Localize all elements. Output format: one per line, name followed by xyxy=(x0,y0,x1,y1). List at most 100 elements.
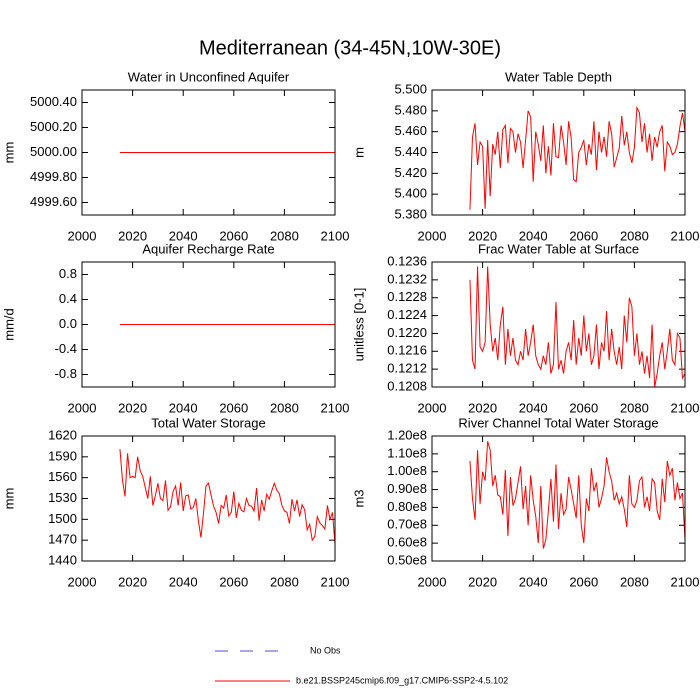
y-tick-label: 0.70e8 xyxy=(387,517,427,532)
x-tick-label: 2100 xyxy=(671,574,700,589)
plot-frame xyxy=(81,261,336,388)
data-line xyxy=(469,441,686,549)
panel: Aquifer Recharge Rate mm/d 2000 2020 2040 206… xyxy=(1,241,349,415)
y-tick-label: 5000.40 xyxy=(30,94,77,109)
plot-frame xyxy=(431,89,686,216)
plot-frame xyxy=(431,261,686,388)
y-tick-label: 0.4 xyxy=(59,291,77,306)
y-tick-label: 0.1212 xyxy=(387,361,427,376)
y-axis-label: mm xyxy=(1,142,16,164)
y-tick-label: 1530 xyxy=(48,490,77,505)
x-tick-label: 2100 xyxy=(321,574,350,589)
x-tick-label: 2040 xyxy=(169,228,198,243)
plot-frame xyxy=(81,89,336,216)
y-tick-label: -0.4 xyxy=(55,341,77,356)
y-tick-label: 5.400 xyxy=(394,186,427,201)
x-tick-label: 2100 xyxy=(671,400,700,415)
y-tick-label: 0.60e8 xyxy=(387,535,427,550)
y-tick-label: 1.20e8 xyxy=(387,427,427,442)
x-tick-label: 2080 xyxy=(270,400,299,415)
x-tick-label: 2040 xyxy=(169,400,198,415)
panel: Water in Unconfined Aquifer mm 2000 2020 204… xyxy=(1,69,349,243)
data-line xyxy=(469,266,686,388)
y-axis-label: mm/d xyxy=(1,308,16,341)
y-tick-label: -0.8 xyxy=(55,366,77,381)
y-tick-label: 0.1224 xyxy=(387,307,427,322)
y-tick-label: 5.380 xyxy=(394,206,427,221)
panel-title: Water Table Depth xyxy=(505,69,612,84)
y-tick-label: 5.500 xyxy=(394,81,427,96)
y-tick-label: 5000.20 xyxy=(30,119,77,134)
legend-label: b.e21.BSSP245cmip6.f09_g17.CMIP6-SSP2-4.… xyxy=(296,675,508,685)
y-tick-label: 0.8 xyxy=(59,266,77,281)
y-tick-label: 1470 xyxy=(48,532,77,547)
y-tick-label: 0.1216 xyxy=(387,343,427,358)
x-tick-label: 2020 xyxy=(468,400,497,415)
y-tick-label: 1440 xyxy=(48,552,77,567)
y-axis-label: mm xyxy=(1,488,16,510)
x-tick-label: 2040 xyxy=(519,228,548,243)
panel: Frac Water Table at Surface unitless [0-1… xyxy=(351,241,699,415)
plot-frame xyxy=(431,435,686,562)
x-tick-label: 2020 xyxy=(118,574,147,589)
y-tick-label: 1.10e8 xyxy=(387,445,427,460)
y-tick-label: 5.440 xyxy=(394,144,427,159)
y-tick-label: 5000.00 xyxy=(30,144,77,159)
panel-title: Frac Water Table at Surface xyxy=(478,241,639,256)
x-tick-label: 2100 xyxy=(671,228,700,243)
x-tick-label: 2060 xyxy=(219,574,248,589)
y-axis-label: unitless [0-1] xyxy=(351,288,366,362)
panel-title: Total Water Storage xyxy=(151,415,265,430)
y-tick-label: 1500 xyxy=(48,511,77,526)
x-tick-label: 2080 xyxy=(270,228,299,243)
x-tick-label: 2060 xyxy=(569,228,598,243)
y-tick-label: 0.1228 xyxy=(387,289,427,304)
x-tick-label: 2000 xyxy=(68,400,97,415)
x-tick-label: 2080 xyxy=(270,574,299,589)
y-tick-label: 4999.80 xyxy=(30,169,77,184)
x-tick-label: 2000 xyxy=(418,228,447,243)
legend-label: No Obs xyxy=(310,645,341,655)
y-tick-label: 0.50e8 xyxy=(387,552,427,567)
panel-title: Water in Unconfined Aquifer xyxy=(128,69,290,84)
figure-title: Mediterranean (34-45N,10W-30E) xyxy=(199,37,501,59)
y-tick-label: 5.460 xyxy=(394,123,427,138)
x-tick-label: 2080 xyxy=(620,228,649,243)
y-tick-label: 0.1208 xyxy=(387,378,427,393)
x-tick-label: 2100 xyxy=(321,400,350,415)
panel-title: Aquifer Recharge Rate xyxy=(142,241,274,256)
y-tick-label: 4999.60 xyxy=(30,194,77,209)
data-line xyxy=(119,449,336,545)
plot-frame xyxy=(81,435,336,562)
x-tick-label: 2020 xyxy=(468,574,497,589)
panel-title: River Channel Total Water Storage xyxy=(458,415,658,430)
y-tick-label: 1560 xyxy=(48,469,77,484)
data-line xyxy=(469,105,686,210)
panel: Water Table Depth m 2000 2020 2040 2060 2080 21… xyxy=(351,69,699,243)
y-tick-label: 1620 xyxy=(48,427,77,442)
x-tick-label: 2080 xyxy=(620,574,649,589)
y-tick-label: 1590 xyxy=(48,448,77,463)
x-tick-label: 2100 xyxy=(321,228,350,243)
x-tick-label: 2020 xyxy=(468,228,497,243)
y-tick-label: 5.480 xyxy=(394,102,427,117)
x-tick-label: 2040 xyxy=(169,574,198,589)
y-tick-label: 0.0 xyxy=(59,316,77,331)
x-tick-label: 2040 xyxy=(519,574,548,589)
panel: River Channel Total Water Storage m3 2000 2… xyxy=(351,415,699,589)
y-tick-label: 1.00e8 xyxy=(387,463,427,478)
y-tick-label: 0.1236 xyxy=(387,253,427,268)
x-tick-label: 2060 xyxy=(569,574,598,589)
x-tick-label: 2000 xyxy=(68,228,97,243)
x-tick-label: 2060 xyxy=(569,400,598,415)
y-axis-label: m xyxy=(351,147,366,158)
y-tick-label: 0.1220 xyxy=(387,325,427,340)
x-tick-label: 2040 xyxy=(519,400,548,415)
y-axis-label: m3 xyxy=(351,489,366,507)
x-tick-label: 2000 xyxy=(68,574,97,589)
y-tick-label: 5.420 xyxy=(394,165,427,180)
y-tick-label: 0.80e8 xyxy=(387,499,427,514)
x-tick-label: 2000 xyxy=(418,574,447,589)
x-tick-label: 2020 xyxy=(118,228,147,243)
